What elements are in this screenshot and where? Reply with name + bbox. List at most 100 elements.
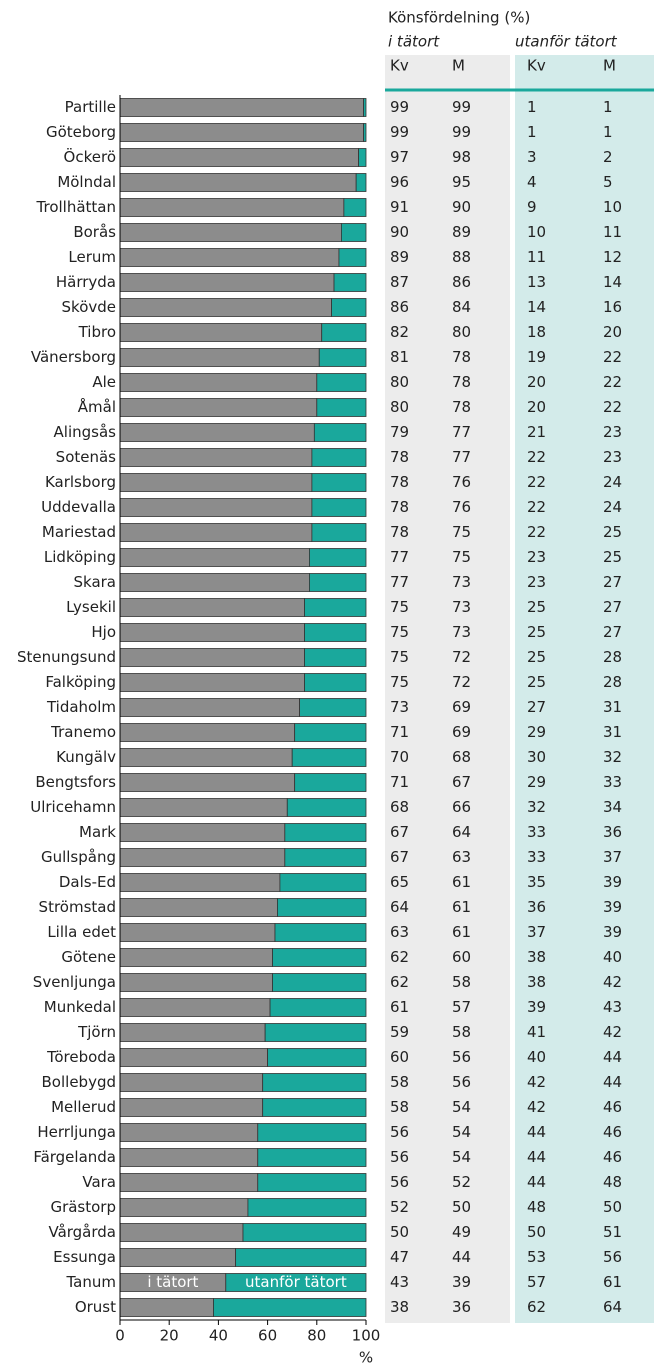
table-cell: 46 — [603, 1148, 622, 1166]
table-cell: 96 — [390, 173, 409, 191]
category-label: Tidaholm — [46, 698, 116, 716]
table-cell: 14 — [527, 298, 546, 316]
table-cell: 44 — [452, 1248, 471, 1266]
table-cell: 78 — [452, 398, 471, 416]
table-cell: 16 — [603, 298, 622, 316]
category-label: Mölndal — [57, 173, 116, 191]
table-cell: 49 — [452, 1223, 471, 1241]
column-header: M — [603, 57, 616, 75]
bar-segment — [316, 373, 367, 392]
bar-segment — [304, 623, 367, 642]
table-cell: 75 — [452, 548, 471, 566]
table-cell: 42 — [527, 1073, 546, 1091]
category-label: Öckerö — [64, 147, 116, 166]
bar-segment — [257, 1123, 367, 1142]
category-label: Herrljunga — [37, 1123, 116, 1141]
table-cell: 61 — [603, 1273, 622, 1291]
bar-segment — [316, 398, 367, 417]
table-cell: 38 — [527, 973, 546, 991]
table-cell: 64 — [390, 898, 409, 916]
table-cell: 44 — [527, 1148, 546, 1166]
table-cell: 73 — [452, 623, 471, 641]
table-cell: 10 — [527, 223, 546, 241]
table-cell: 39 — [603, 873, 622, 891]
bar-segment — [304, 648, 367, 667]
bar-segment — [119, 248, 340, 267]
category-label: Mellerud — [51, 1098, 116, 1116]
bar-segment — [279, 873, 367, 892]
table-cell: 67 — [452, 773, 471, 791]
table-cell: 44 — [527, 1123, 546, 1141]
table-cell: 82 — [390, 323, 409, 341]
bar-segment — [119, 598, 305, 617]
table-cell: 19 — [527, 348, 546, 366]
table-cell: 81 — [390, 348, 409, 366]
table-cell: 57 — [452, 998, 471, 1016]
table-cell: 1 — [527, 98, 537, 116]
table-cell: 73 — [452, 573, 471, 591]
table-cell: 71 — [390, 773, 409, 791]
table-cell: 47 — [390, 1248, 409, 1266]
bar-segment — [277, 898, 367, 917]
bar-segment — [119, 823, 286, 842]
table-cell: 61 — [452, 873, 471, 891]
table-cell: 29 — [527, 723, 546, 741]
table-cell: 75 — [390, 623, 409, 641]
table-cell: 57 — [527, 1273, 546, 1291]
table-cell: 14 — [603, 273, 622, 291]
table-cell: 38 — [527, 948, 546, 966]
table-cell: 33 — [527, 848, 546, 866]
table-cell: 67 — [390, 823, 409, 841]
bar-segment — [333, 273, 367, 292]
bar-segment — [119, 1198, 249, 1217]
table-cell: 54 — [452, 1098, 471, 1116]
bar-segment — [119, 648, 305, 667]
category-label: Strömstad — [39, 898, 116, 916]
category-label: Härryda — [56, 273, 116, 291]
x-axis-label: % — [359, 1349, 373, 1367]
table-cell: 22 — [527, 498, 546, 516]
group-label: utanför tätort — [515, 33, 618, 51]
column-bg — [385, 55, 510, 1323]
table-cell: 67 — [390, 848, 409, 866]
bar-segment — [119, 1173, 259, 1192]
table-cell: 70 — [390, 748, 409, 766]
legend-label: utanför tätort — [245, 1273, 347, 1291]
table-cell: 80 — [390, 398, 409, 416]
table-cell: 42 — [603, 1023, 622, 1041]
table-cell: 18 — [527, 323, 546, 341]
bar-segment — [262, 1073, 367, 1092]
table-cell: 64 — [603, 1298, 622, 1316]
table-cell: 56 — [390, 1148, 409, 1166]
table-cell: 54 — [452, 1123, 471, 1141]
category-label: Falköping — [45, 673, 116, 691]
x-tick-label: 100 — [352, 1327, 381, 1345]
table-cell: 39 — [603, 898, 622, 916]
table-cell: 11 — [603, 223, 622, 241]
table-cell: 37 — [603, 848, 622, 866]
bar-segment — [291, 748, 367, 767]
bar-segment — [119, 148, 360, 167]
bar-segment — [242, 1223, 367, 1242]
table-cell: 89 — [390, 248, 409, 266]
table-cell: 20 — [527, 373, 546, 391]
category-label: Munkedal — [44, 998, 116, 1016]
bar-segment — [309, 573, 367, 592]
bar-segment — [119, 948, 273, 967]
table-cell: 28 — [603, 648, 622, 666]
table-cell: 22 — [527, 523, 546, 541]
table-cell: 99 — [452, 98, 471, 116]
category-label: Grästorp — [50, 1198, 116, 1216]
bar-segment — [311, 473, 367, 492]
column-header: Kv — [390, 57, 409, 75]
category-label: Mariestad — [42, 523, 116, 541]
bar-segment — [264, 1023, 367, 1042]
category-label: Mark — [79, 823, 116, 841]
table-cell: 58 — [390, 1073, 409, 1091]
table-cell: 42 — [527, 1098, 546, 1116]
x-tick-label: 80 — [307, 1327, 326, 1345]
bar-segment — [257, 1173, 367, 1192]
bar-segment — [119, 573, 310, 592]
table-cell: 56 — [603, 1248, 622, 1266]
